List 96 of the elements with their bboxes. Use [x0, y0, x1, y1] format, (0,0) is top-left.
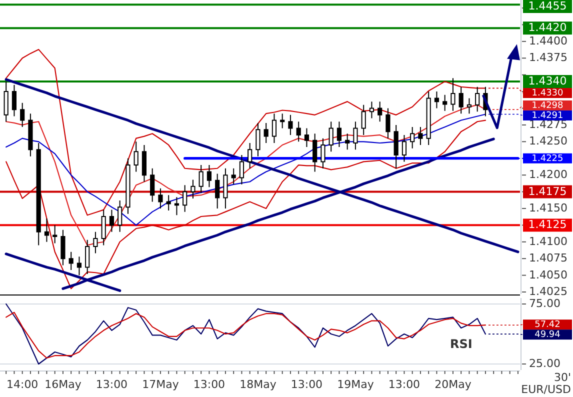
candlestick — [312, 133, 318, 172]
y-tick-label: 1.4200 — [529, 168, 568, 182]
x-tick-label: 17May — [142, 378, 180, 391]
x-tick-label: 16May — [44, 378, 82, 391]
ref-line-label: 1.4420 — [528, 21, 567, 34]
candlestick — [466, 98, 472, 114]
candlestick — [336, 121, 342, 148]
data-label: 1.4330 — [532, 88, 564, 98]
candlestick — [378, 101, 382, 122]
candlestick — [93, 231, 98, 254]
candlestick — [369, 101, 374, 119]
candlestick — [345, 133, 350, 150]
candlestick — [296, 121, 301, 142]
ref-line-label: 1.4455 — [528, 0, 567, 13]
y-tick-label: 1.4100 — [529, 234, 568, 248]
x-tick-label: 18May — [240, 378, 277, 391]
x-tick-label: 14:00 — [6, 378, 38, 391]
candlestick — [328, 121, 334, 152]
candlestick — [248, 142, 252, 169]
candlestick — [361, 104, 366, 136]
candlestick — [418, 126, 423, 146]
candlestick — [206, 164, 212, 188]
data-label: 1.4298 — [532, 100, 564, 111]
candlestick — [36, 142, 41, 246]
candlestick — [109, 209, 114, 232]
candlestick — [150, 168, 155, 202]
candlestick — [68, 251, 74, 270]
candlestick — [158, 188, 163, 209]
candlestick — [450, 78, 456, 112]
line-series — [6, 303, 486, 365]
text: 30' — [554, 371, 571, 384]
candlestick — [118, 200, 122, 232]
candlestick — [44, 218, 50, 242]
candlestick — [4, 81, 8, 122]
y-tick-label: 1.4050 — [529, 268, 568, 282]
candlestick — [475, 86, 480, 112]
y-tick-label: 1.4075 — [529, 252, 568, 265]
candlestick — [52, 224, 58, 244]
y-tick-label: 1.4150 — [529, 201, 568, 214]
ref-line-label: 1.4175 — [528, 184, 567, 198]
candlestick — [426, 91, 431, 146]
candlestick — [198, 164, 204, 194]
ref-line-label: 1.4125 — [528, 218, 567, 232]
candlestick — [458, 86, 464, 114]
candlestick — [280, 113, 285, 129]
x-tick-label: 13:00 — [388, 378, 420, 391]
candlestick — [174, 196, 180, 216]
candlestick — [166, 194, 171, 211]
candlestick — [101, 209, 106, 246]
x-tick-label: 13:00 — [96, 378, 128, 391]
candlestick — [434, 91, 440, 109]
candlestick — [264, 122, 268, 144]
candlestick — [410, 126, 415, 149]
x-tick-label: 13:00 — [193, 378, 226, 391]
data-label: 57.42 — [534, 320, 560, 330]
y-tick-label: 25.00 — [529, 357, 560, 370]
candlestick — [28, 113, 33, 157]
line-series — [6, 312, 486, 359]
candlestick — [85, 239, 90, 274]
candlestick — [256, 122, 260, 157]
candlestick — [353, 121, 358, 150]
candlestick — [386, 108, 390, 139]
candlestick — [231, 168, 236, 185]
line-series — [6, 114, 486, 226]
x-tick-label: 20May — [434, 378, 472, 391]
candlestick — [394, 124, 398, 169]
candlestick — [60, 229, 66, 266]
ref-line-label: 1.4340 — [528, 74, 567, 88]
candlestick — [239, 154, 244, 185]
candlestick — [288, 114, 293, 136]
candlestick — [182, 184, 188, 212]
data-label: 1.4225 — [532, 154, 564, 164]
candlestick — [402, 134, 407, 162]
y-tick-label: 1.4400 — [529, 34, 568, 48]
candlestick — [126, 158, 130, 214]
text: EUR/USD — [521, 383, 571, 396]
x-tick-label: 13:00 — [290, 378, 323, 391]
candlestick — [304, 128, 310, 148]
y-tick-label: 1.4375 — [529, 51, 568, 64]
candlestick — [190, 179, 196, 199]
candlestick — [76, 256, 82, 276]
candlestick — [272, 113, 277, 144]
y-tick-label: 1.4025 — [529, 284, 568, 298]
candlestick — [134, 141, 138, 172]
candlestick — [223, 168, 228, 209]
y-tick-label: 75.00 — [529, 297, 560, 310]
x-tick-label: 19May — [337, 378, 374, 391]
candlestick — [215, 173, 220, 209]
annotation: RSI — [450, 337, 472, 351]
y-tick-label: 1.4250 — [529, 134, 568, 148]
candlestick — [20, 102, 25, 128]
candlestick — [142, 144, 147, 182]
candlestick — [320, 138, 326, 169]
data-label: 49.94 — [534, 330, 561, 340]
candlestick — [442, 94, 448, 112]
candlestick — [12, 84, 17, 117]
